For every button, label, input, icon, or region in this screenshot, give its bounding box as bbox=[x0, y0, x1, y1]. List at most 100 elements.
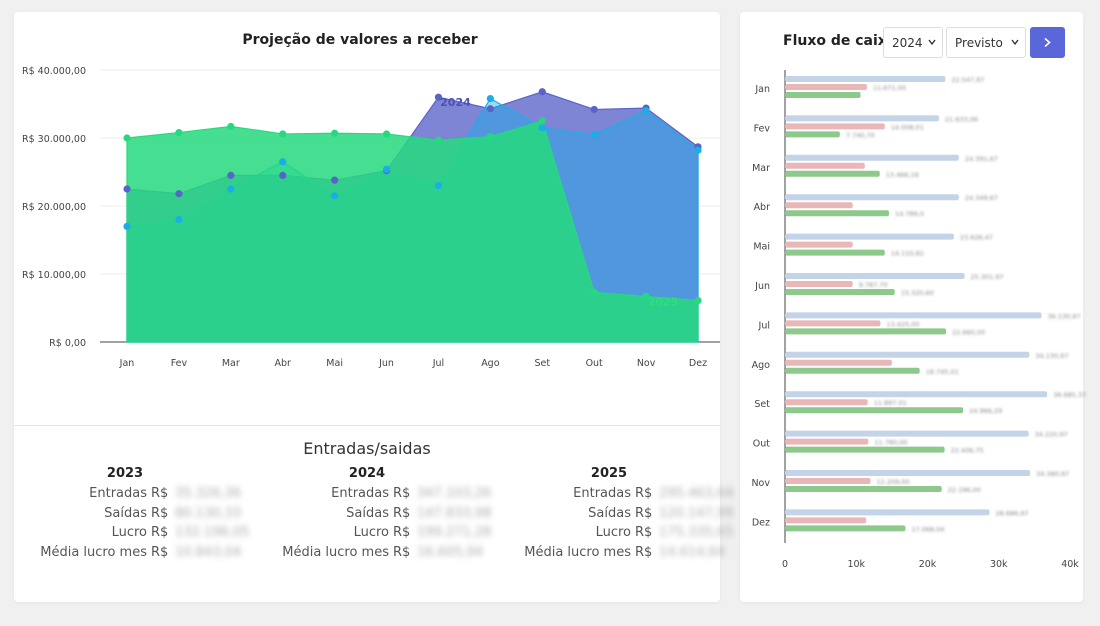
summary-label: Lucro bbox=[353, 525, 389, 540]
bar[interactable] bbox=[785, 76, 946, 82]
bar[interactable] bbox=[785, 312, 1042, 319]
bar[interactable] bbox=[785, 407, 964, 414]
data-point[interactable] bbox=[434, 136, 443, 144]
data-point[interactable] bbox=[175, 128, 183, 137]
bar[interactable] bbox=[785, 430, 1029, 437]
bar-value-label: 24.966,29 bbox=[969, 407, 1002, 415]
data-point[interactable] bbox=[486, 94, 494, 103]
bar[interactable] bbox=[785, 525, 906, 532]
bar[interactable] bbox=[785, 438, 869, 445]
bar[interactable] bbox=[785, 241, 853, 248]
y-tick-label: R$ 40.000,00 bbox=[22, 66, 86, 77]
bar[interactable] bbox=[785, 194, 959, 201]
data-point[interactable] bbox=[382, 130, 391, 138]
data-point[interactable] bbox=[486, 133, 494, 141]
bar[interactable] bbox=[785, 92, 861, 98]
data-point[interactable] bbox=[694, 146, 702, 154]
bar[interactable] bbox=[785, 202, 853, 209]
bar[interactable] bbox=[785, 154, 959, 161]
data-point[interactable] bbox=[538, 117, 546, 125]
bar[interactable] bbox=[785, 273, 965, 279]
series-inline-label: 2024 bbox=[440, 96, 471, 109]
data-point[interactable] bbox=[486, 105, 494, 113]
bar-value-label: 34.130,97 bbox=[1035, 352, 1068, 360]
mode-select[interactable]: Previsto bbox=[946, 27, 1026, 58]
x-tick-label: 30k bbox=[990, 559, 1008, 570]
bar[interactable] bbox=[785, 289, 895, 295]
x-tick-label: Jan bbox=[119, 358, 135, 369]
bar[interactable] bbox=[785, 367, 920, 374]
summary-value: 295.463,64 bbox=[659, 486, 734, 501]
bar-value-label: 34.380,97 bbox=[1036, 470, 1069, 478]
data-point[interactable] bbox=[123, 185, 131, 193]
bar[interactable] bbox=[785, 233, 954, 240]
data-point[interactable] bbox=[590, 105, 598, 114]
data-point[interactable] bbox=[279, 130, 287, 138]
data-point[interactable] bbox=[434, 182, 443, 190]
data-point[interactable] bbox=[538, 88, 546, 96]
summary-value: 80.130,33 bbox=[175, 505, 242, 521]
summary-value: 199.271,28 bbox=[417, 525, 492, 540]
category-label: Set bbox=[754, 399, 770, 410]
bar[interactable] bbox=[785, 162, 865, 169]
bar-value-label: 18.745,01 bbox=[926, 368, 959, 376]
data-point[interactable] bbox=[538, 124, 546, 132]
bar-value-label: 17.068,04 bbox=[911, 525, 944, 533]
category-label: Abr bbox=[754, 202, 771, 213]
bar[interactable] bbox=[785, 399, 868, 406]
data-point[interactable] bbox=[227, 122, 235, 131]
bar-value-label: 34.220,97 bbox=[1035, 431, 1068, 439]
summary-label: Entradas bbox=[89, 486, 147, 501]
data-point[interactable] bbox=[331, 192, 339, 200]
data-point[interactable] bbox=[123, 222, 131, 230]
bar[interactable] bbox=[785, 351, 1030, 358]
x-tick-label: Nov bbox=[637, 358, 656, 369]
bar[interactable] bbox=[785, 470, 1031, 476]
data-point[interactable] bbox=[175, 216, 183, 224]
bar[interactable] bbox=[785, 509, 990, 516]
bar[interactable] bbox=[785, 391, 1048, 398]
x-tick-label: 0 bbox=[782, 559, 788, 570]
bar[interactable] bbox=[785, 281, 853, 287]
currency-symbol: R$ bbox=[635, 544, 653, 560]
bar[interactable] bbox=[785, 84, 867, 90]
year-select[interactable]: 2024 bbox=[883, 27, 943, 58]
summary-label: Média lucro mes bbox=[282, 544, 389, 560]
data-point[interactable] bbox=[175, 190, 183, 198]
bar[interactable] bbox=[785, 210, 890, 217]
bar[interactable] bbox=[785, 486, 942, 492]
data-point[interactable] bbox=[331, 129, 339, 137]
data-point[interactable] bbox=[434, 93, 443, 101]
bar[interactable] bbox=[785, 115, 939, 122]
next-button[interactable] bbox=[1030, 27, 1065, 58]
data-point[interactable] bbox=[227, 171, 235, 179]
data-point[interactable] bbox=[331, 176, 339, 184]
bar[interactable] bbox=[785, 478, 871, 484]
data-point[interactable] bbox=[590, 288, 598, 296]
bar[interactable] bbox=[785, 359, 892, 366]
bar[interactable] bbox=[785, 328, 947, 335]
data-point[interactable] bbox=[590, 131, 598, 139]
data-point[interactable] bbox=[382, 165, 391, 173]
data-point[interactable] bbox=[694, 296, 702, 305]
data-point[interactable] bbox=[123, 134, 131, 142]
data-point[interactable] bbox=[227, 185, 235, 193]
category-label: Ago bbox=[752, 360, 771, 371]
bar-value-label: 7.740,70 bbox=[846, 131, 875, 139]
bar-value-label: 28.686,97 bbox=[995, 509, 1028, 517]
bar[interactable] bbox=[785, 517, 867, 524]
data-point[interactable] bbox=[279, 158, 287, 166]
bar[interactable] bbox=[785, 170, 880, 177]
data-point[interactable] bbox=[279, 171, 287, 179]
x-tick-label: Mai bbox=[326, 358, 343, 369]
bar[interactable] bbox=[785, 446, 945, 453]
data-point[interactable] bbox=[642, 107, 650, 115]
category-label: Dez bbox=[752, 517, 770, 528]
bar[interactable] bbox=[785, 320, 881, 327]
data-point[interactable] bbox=[642, 292, 650, 301]
bar[interactable] bbox=[785, 131, 840, 138]
summary-value: 35.326,36 bbox=[175, 486, 242, 501]
bar[interactable] bbox=[785, 123, 885, 130]
bar[interactable] bbox=[785, 249, 885, 256]
bar-value-label: 15.320,60 bbox=[901, 289, 934, 297]
